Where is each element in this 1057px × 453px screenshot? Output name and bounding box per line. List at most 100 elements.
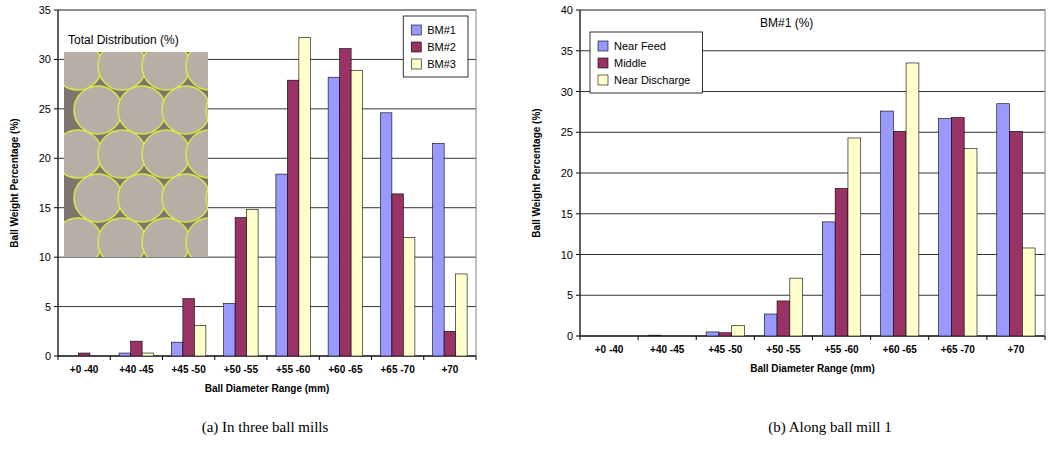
bar <box>822 222 835 336</box>
y-axis-title: Ball Weight Percentage (%) <box>9 118 20 247</box>
x-tick-label: +40 -45 <box>119 364 154 375</box>
x-tick <box>423 356 424 360</box>
bar <box>131 341 142 356</box>
plot-frame <box>58 10 476 356</box>
bar <box>615 336 628 337</box>
x-tick <box>812 336 813 340</box>
x-tick <box>371 356 372 360</box>
photo-ball <box>74 174 122 222</box>
bar <box>674 336 687 337</box>
legend-swatch <box>411 25 421 35</box>
bar <box>433 143 444 356</box>
photo-ball <box>186 218 208 257</box>
bar <box>444 331 455 356</box>
y-tick-label: 30 <box>561 86 573 98</box>
y-tick <box>54 306 58 307</box>
legend-swatch <box>598 75 608 85</box>
bar <box>706 332 719 336</box>
photo-ball <box>162 174 208 222</box>
y-tick <box>576 336 580 337</box>
y-tick <box>576 10 580 11</box>
photo-ball <box>98 130 146 178</box>
bar <box>997 104 1010 336</box>
legend-label: Near Discharge <box>614 74 690 86</box>
y-tick-label: 10 <box>39 251 51 263</box>
x-tick <box>319 356 320 360</box>
x-tick <box>928 336 929 340</box>
y-tick-label: 10 <box>561 249 573 261</box>
photo-ball <box>64 130 102 178</box>
bar <box>893 131 906 336</box>
y-tick <box>576 254 580 255</box>
bar <box>340 49 351 356</box>
x-tick <box>870 336 871 340</box>
caption: (b) Along ball mill 1 <box>768 419 891 436</box>
x-tick-label: +70 <box>441 364 458 375</box>
bar <box>848 138 861 336</box>
x-tick <box>476 356 477 360</box>
photo-ball <box>142 52 190 90</box>
bar <box>951 118 964 336</box>
bar <box>299 38 310 356</box>
legend-label: BM#2 <box>427 41 456 53</box>
photo-inset <box>54 42 254 266</box>
bar <box>939 118 952 336</box>
photo-ball <box>206 174 208 222</box>
x-tick-label: +60 -65 <box>883 344 918 355</box>
photo-ball <box>142 218 190 257</box>
x-tick-label: +40 -45 <box>650 344 685 355</box>
bar <box>171 342 182 356</box>
y-tick-label: 15 <box>561 208 573 220</box>
y-axis-line <box>58 10 59 356</box>
bar <box>790 278 803 336</box>
legend-box <box>590 32 702 93</box>
bar <box>1022 248 1035 336</box>
legend-swatch <box>598 58 608 68</box>
y-tick <box>54 207 58 208</box>
x-tick <box>754 336 755 340</box>
y-axis-title: Ball Weight Percentage (%) <box>531 108 542 237</box>
photo-ball <box>186 130 208 178</box>
photo-ball <box>162 86 208 134</box>
y-tick-label: 35 <box>561 45 573 57</box>
y-tick <box>576 213 580 214</box>
x-tick-label: +65 -70 <box>941 344 976 355</box>
y-tick-label: 35 <box>39 4 51 16</box>
bar <box>235 218 246 356</box>
photo-ball <box>142 130 190 178</box>
y-tick-label: 0 <box>45 350 51 362</box>
y-tick <box>576 173 580 174</box>
photo-ball <box>64 218 102 257</box>
photo-ball <box>206 86 208 134</box>
legend-label: Middle <box>614 57 646 69</box>
bar <box>590 336 603 337</box>
bar <box>648 335 661 336</box>
y-tick <box>576 295 580 296</box>
x-tick <box>696 336 697 340</box>
bar <box>247 210 258 356</box>
legend-label: BM#3 <box>427 58 456 70</box>
legend-box <box>403 16 468 77</box>
grid-line <box>580 132 1045 133</box>
photo-ball <box>118 174 166 222</box>
x-tick <box>986 336 987 340</box>
bar <box>964 149 977 336</box>
bar <box>392 194 403 356</box>
bar <box>603 336 616 337</box>
x-tick <box>580 336 581 340</box>
bar <box>67 356 78 357</box>
legend: BM#1BM#2BM#3 <box>403 16 468 77</box>
bars <box>648 63 1035 336</box>
bar <box>1010 131 1023 336</box>
y-tick <box>54 59 58 60</box>
y-tick-label: 15 <box>39 202 51 214</box>
y-tick <box>576 91 580 92</box>
bar <box>224 304 235 356</box>
bar <box>661 336 674 337</box>
legend-swatch <box>598 41 608 51</box>
y-tick-label: 20 <box>39 152 51 164</box>
bar <box>78 353 89 356</box>
legend-swatch <box>411 59 421 69</box>
bars <box>78 38 467 356</box>
photo-ball <box>98 52 146 90</box>
